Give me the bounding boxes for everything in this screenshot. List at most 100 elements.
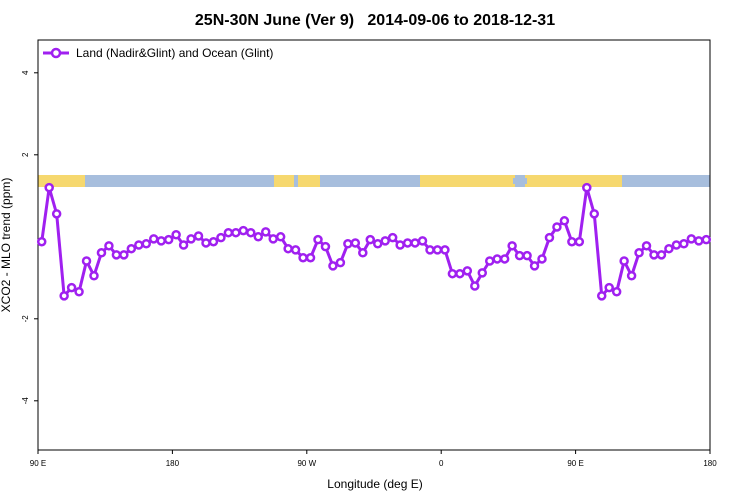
data-point bbox=[268, 234, 278, 244]
data-point bbox=[66, 282, 77, 293]
data-point bbox=[350, 238, 361, 248]
data-point bbox=[432, 245, 443, 255]
data-point bbox=[544, 232, 555, 243]
data-point bbox=[514, 250, 525, 261]
y-tick-label: -4 bbox=[21, 397, 30, 405]
data-point bbox=[686, 234, 697, 244]
data-point bbox=[231, 227, 241, 238]
y-tick-label: -2 bbox=[21, 315, 30, 323]
data-point bbox=[193, 231, 204, 241]
x-tick-label: 180 bbox=[166, 459, 180, 468]
data-point bbox=[679, 239, 689, 249]
data-point bbox=[410, 238, 420, 248]
data-point bbox=[81, 256, 92, 266]
data-point bbox=[701, 234, 712, 245]
data-point bbox=[74, 286, 84, 297]
data-point bbox=[387, 232, 398, 243]
data-point bbox=[223, 227, 234, 238]
data-point bbox=[365, 234, 376, 245]
data-point bbox=[484, 256, 495, 266]
data-point bbox=[253, 232, 264, 242]
data-point bbox=[470, 281, 480, 291]
x-tick-label: 90 W bbox=[297, 459, 316, 468]
data-point bbox=[582, 182, 592, 193]
data-point bbox=[246, 227, 256, 238]
data-point bbox=[320, 241, 331, 252]
x-axis-label: Longitude (deg E) bbox=[327, 477, 422, 491]
legend-marker bbox=[50, 47, 62, 59]
data-point bbox=[96, 248, 107, 258]
data-point bbox=[358, 248, 368, 258]
data-point bbox=[447, 268, 458, 279]
x-tick-label: 90 E bbox=[30, 459, 46, 468]
data-point bbox=[59, 291, 69, 301]
x-tick-label: 0 bbox=[439, 459, 444, 468]
data-point bbox=[559, 216, 570, 226]
data-point bbox=[36, 236, 47, 247]
data-point bbox=[671, 240, 682, 250]
data-point bbox=[589, 209, 600, 219]
data-point bbox=[126, 243, 137, 254]
data-point bbox=[238, 225, 249, 236]
data-point bbox=[462, 266, 473, 276]
data-point bbox=[134, 240, 144, 250]
data-point bbox=[328, 261, 338, 271]
data-point bbox=[634, 248, 644, 258]
data-point bbox=[395, 240, 405, 250]
data-point bbox=[499, 254, 510, 264]
data-point bbox=[567, 236, 577, 247]
data-point bbox=[283, 243, 293, 254]
data-point bbox=[626, 271, 637, 281]
data-point bbox=[604, 282, 614, 293]
data-point bbox=[552, 222, 562, 232]
x-tick-label: 180 bbox=[703, 459, 717, 468]
data-point bbox=[649, 250, 659, 260]
data-point bbox=[522, 250, 532, 261]
data-point bbox=[596, 291, 607, 301]
data-point bbox=[455, 268, 465, 279]
land-ocean-strip bbox=[38, 175, 710, 187]
data-point bbox=[305, 252, 316, 263]
data-point bbox=[104, 241, 114, 251]
data-point bbox=[171, 230, 181, 240]
data-point bbox=[425, 245, 435, 255]
y-tick-label: 2 bbox=[21, 152, 30, 157]
data-point bbox=[492, 254, 502, 264]
data-point bbox=[417, 236, 428, 246]
plot-frame bbox=[37, 39, 711, 451]
legend-label: Land (Nadir&Glint) and Ocean (Glint) bbox=[76, 46, 273, 60]
data-point bbox=[656, 250, 667, 260]
data-point bbox=[119, 250, 129, 260]
data-point bbox=[574, 236, 585, 247]
y-axis-label: XCO2 - MLO trend (ppm) bbox=[0, 178, 13, 313]
data-point bbox=[148, 234, 159, 244]
data-point bbox=[529, 261, 540, 271]
data-point bbox=[507, 241, 517, 251]
data-point bbox=[156, 236, 166, 246]
data-point bbox=[178, 240, 189, 250]
data-point bbox=[163, 234, 174, 245]
data-point bbox=[111, 250, 122, 260]
data-point bbox=[611, 286, 622, 297]
data-point bbox=[201, 238, 211, 248]
data-point bbox=[89, 271, 99, 281]
data-point bbox=[537, 254, 547, 264]
data-point bbox=[298, 252, 308, 263]
data-point bbox=[260, 227, 271, 237]
chart-title: 25N-30N June (Ver 9) 2014-09-06 to 2018-… bbox=[195, 12, 555, 29]
data-point bbox=[372, 239, 383, 249]
data-point bbox=[641, 241, 652, 251]
data-point bbox=[275, 232, 286, 242]
data-point bbox=[440, 245, 450, 255]
data-point bbox=[380, 236, 390, 246]
data-point bbox=[216, 232, 226, 243]
data-point bbox=[141, 239, 152, 249]
data-point bbox=[694, 236, 704, 246]
data-point bbox=[477, 268, 488, 278]
data-point bbox=[664, 243, 674, 254]
data-point bbox=[619, 256, 629, 266]
data-point bbox=[343, 239, 353, 249]
x-tick-label: 90 E bbox=[567, 459, 583, 468]
y-tick-label: 4 bbox=[21, 70, 30, 75]
